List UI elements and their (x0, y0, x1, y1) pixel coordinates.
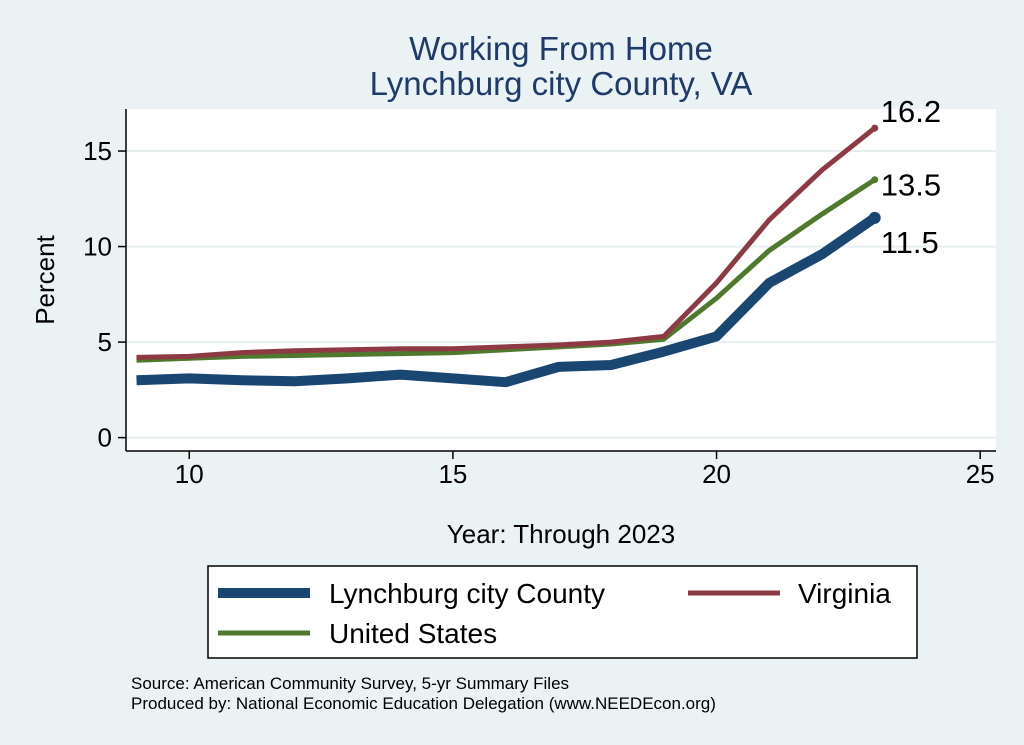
chart-title: Working From Home (409, 30, 713, 67)
series-line-lynchburg-city-county (136, 213, 878, 388)
grid (126, 150, 996, 439)
end-label-lynchburg-city-county: 11.5 (881, 225, 939, 260)
legend-label-virginia: Virginia (798, 578, 891, 609)
legend: Lynchburg city County Virginia United Stat… (207, 565, 918, 659)
source-note: Source: American Community Survey, 5-yr … (131, 674, 569, 693)
legend-label-united-states: United States (329, 618, 497, 649)
y-tick-label-15: 15 (83, 136, 112, 166)
producer-note: Produced by: National Economic Education… (131, 694, 716, 713)
end-labels: 11.5 16.2 13.5 (881, 94, 941, 260)
y-tick-label-10: 10 (83, 232, 112, 262)
axes: 0 5 10 15 10 15 20 25 (83, 109, 996, 489)
legend-box (207, 565, 918, 659)
series-end-point-lynchburg-city-county (868, 211, 881, 224)
y-tick-label-0: 0 (98, 423, 112, 453)
x-tick-label-15: 15 (438, 459, 467, 489)
x-tick-label-10: 10 (175, 459, 204, 489)
series-line-virginia (136, 126, 877, 360)
x-axis-label: Year: Through 2023 (447, 519, 675, 549)
x-tick-label-20: 20 (702, 459, 731, 489)
series-end-point-virginia (871, 124, 879, 132)
end-label-united-states: 13.5 (881, 168, 941, 203)
series-line-united-states (136, 177, 877, 363)
end-label-virginia: 16.2 (881, 94, 941, 129)
legend-label-lynchburg-city-county: Lynchburg city County (329, 578, 605, 609)
series-group (136, 124, 881, 388)
y-axis-label: Percent (30, 234, 60, 324)
chart-subtitle: Lynchburg city County, VA (370, 65, 753, 102)
x-tick-label-25: 25 (966, 459, 995, 489)
series-end-point-united-states (871, 176, 879, 184)
y-tick-label-5: 5 (98, 327, 112, 357)
plot-area (126, 109, 996, 451)
